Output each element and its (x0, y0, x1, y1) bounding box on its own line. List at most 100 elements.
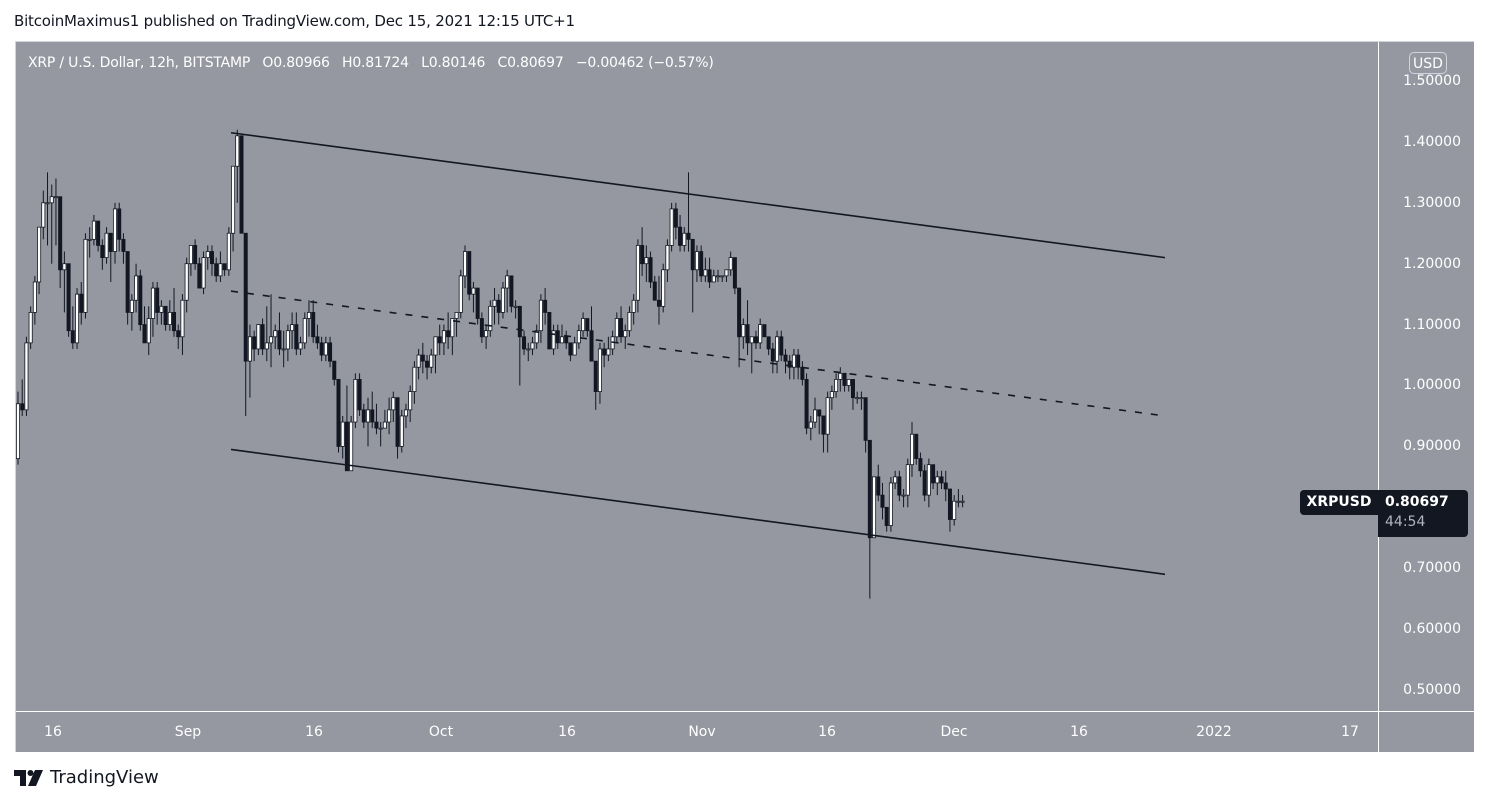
time-tick: 16 (818, 724, 836, 740)
bullish-candle (349, 421, 354, 472)
channel-midline-trendline[interactable] (230, 290, 1166, 417)
bullish-candle (463, 251, 468, 277)
time-tick: Sep (174, 724, 202, 740)
bullish-candle (808, 421, 813, 429)
time-axis[interactable]: 16 Sep 16 Oct 16 Nov 16 Dec 16 2022 17 (16, 711, 1474, 753)
bearish-candle (117, 208, 122, 240)
bearish-candle (699, 251, 704, 277)
time-tick: 16 (44, 724, 62, 740)
bullish-candle (387, 409, 392, 423)
bearish-candle (20, 403, 25, 411)
bearish-candle (277, 330, 282, 350)
symbol-description: XRP / U.S. Dollar, 12h, BITSTAMP (28, 55, 251, 71)
bullish-candle (218, 263, 223, 277)
time-tick: 2022 (1196, 724, 1232, 740)
price-change: −0.00462 (−0.57%) (575, 55, 714, 71)
bullish-candle (551, 330, 556, 350)
bearish-candle (420, 354, 425, 362)
bullish-candle (720, 275, 725, 278)
bullish-candle (661, 269, 666, 307)
bullish-candle (32, 281, 37, 313)
bar-countdown: 44:54 (1385, 514, 1426, 530)
bullish-candle (281, 348, 286, 351)
symbol-legend: XRP / U.S. Dollar, 12h, BITSTAMP O0.8096… (28, 55, 722, 71)
bullish-candle (53, 196, 58, 199)
bearish-candle (564, 336, 569, 344)
bullish-candle (905, 464, 910, 496)
bearish-candle (357, 379, 362, 411)
bullish-candle (956, 500, 961, 503)
bullish-candle (41, 202, 46, 228)
bearish-candle (425, 360, 430, 368)
bullish-candle (829, 391, 834, 399)
bearish-candle (690, 238, 695, 271)
bullish-candle (741, 324, 746, 338)
time-tick: Oct (428, 724, 454, 740)
bullish-candle (104, 232, 109, 259)
low-label: L (421, 55, 429, 71)
bullish-candle (150, 287, 155, 319)
price-tick: 0.70000 (1403, 560, 1461, 576)
bearish-candle (918, 458, 923, 472)
bullish-candle (635, 245, 640, 301)
bullish-candle (644, 257, 649, 265)
bullish-candle (559, 336, 564, 344)
price-axis[interactable]: 1.50000 1.40000 1.30000 1.20000 1.10000 … (1378, 42, 1475, 711)
currency-badge[interactable]: USD (1409, 52, 1447, 74)
bearish-candle (96, 220, 101, 246)
bullish-candle (290, 324, 295, 332)
bearish-candle (602, 348, 607, 356)
bearish-candle (311, 312, 316, 338)
price-tick: 0.60000 (1403, 621, 1461, 637)
bullish-candle (724, 269, 729, 277)
channel-upper-trendline[interactable] (230, 131, 1166, 259)
bearish-candle (850, 379, 855, 399)
time-tick: Dec (940, 724, 968, 740)
bullish-candle (37, 226, 42, 283)
high-label: H (342, 55, 353, 71)
bullish-candle (167, 312, 172, 326)
bearish-candle (336, 379, 341, 447)
bullish-candle (429, 354, 434, 368)
bearish-candle (517, 305, 522, 338)
time-tick: 16 (558, 724, 576, 740)
bullish-candle (62, 263, 67, 271)
bearish-candle (732, 257, 737, 289)
bearish-candle (817, 409, 822, 417)
bearish-candle (197, 263, 202, 289)
candlestick-plot[interactable] (16, 42, 1378, 711)
bullish-candle (180, 299, 185, 338)
close-value: 0.80697 (507, 55, 564, 71)
bullish-candle (859, 397, 864, 400)
bullish-candle (399, 415, 404, 447)
bearish-candle (585, 318, 590, 332)
bearish-candle (619, 318, 624, 338)
bullish-candle (576, 330, 581, 344)
bearish-candle (555, 330, 560, 344)
bearish-candle (842, 372, 847, 386)
bullish-candle (231, 165, 236, 234)
bearish-candle (214, 263, 219, 277)
bullish-candle (75, 293, 80, 344)
bearish-candle (522, 336, 527, 350)
bearish-candle (800, 366, 805, 380)
bearish-candle (876, 476, 881, 496)
bullish-candle (623, 330, 628, 338)
bearish-candle (678, 226, 683, 246)
tradingview-brand[interactable]: TradingView (14, 767, 159, 788)
bullish-candle (627, 312, 632, 332)
bearish-candle (640, 245, 645, 265)
bearish-candle (943, 482, 948, 490)
low-value: 0.80146 (428, 55, 486, 71)
bullish-candle (298, 342, 303, 350)
bullish-candle (159, 305, 164, 313)
bullish-candle (273, 330, 278, 338)
bearish-candle (142, 324, 147, 344)
bullish-candle (791, 354, 796, 368)
bearish-candle (762, 324, 767, 338)
bullish-candle (728, 257, 733, 271)
chart-frame[interactable]: XRP / U.S. Dollar, 12h, BITSTAMP O0.8096… (15, 41, 1474, 752)
open-label: O (262, 55, 274, 71)
bullish-candle (112, 208, 117, 252)
channel-lower-trendline[interactable] (230, 448, 1166, 576)
